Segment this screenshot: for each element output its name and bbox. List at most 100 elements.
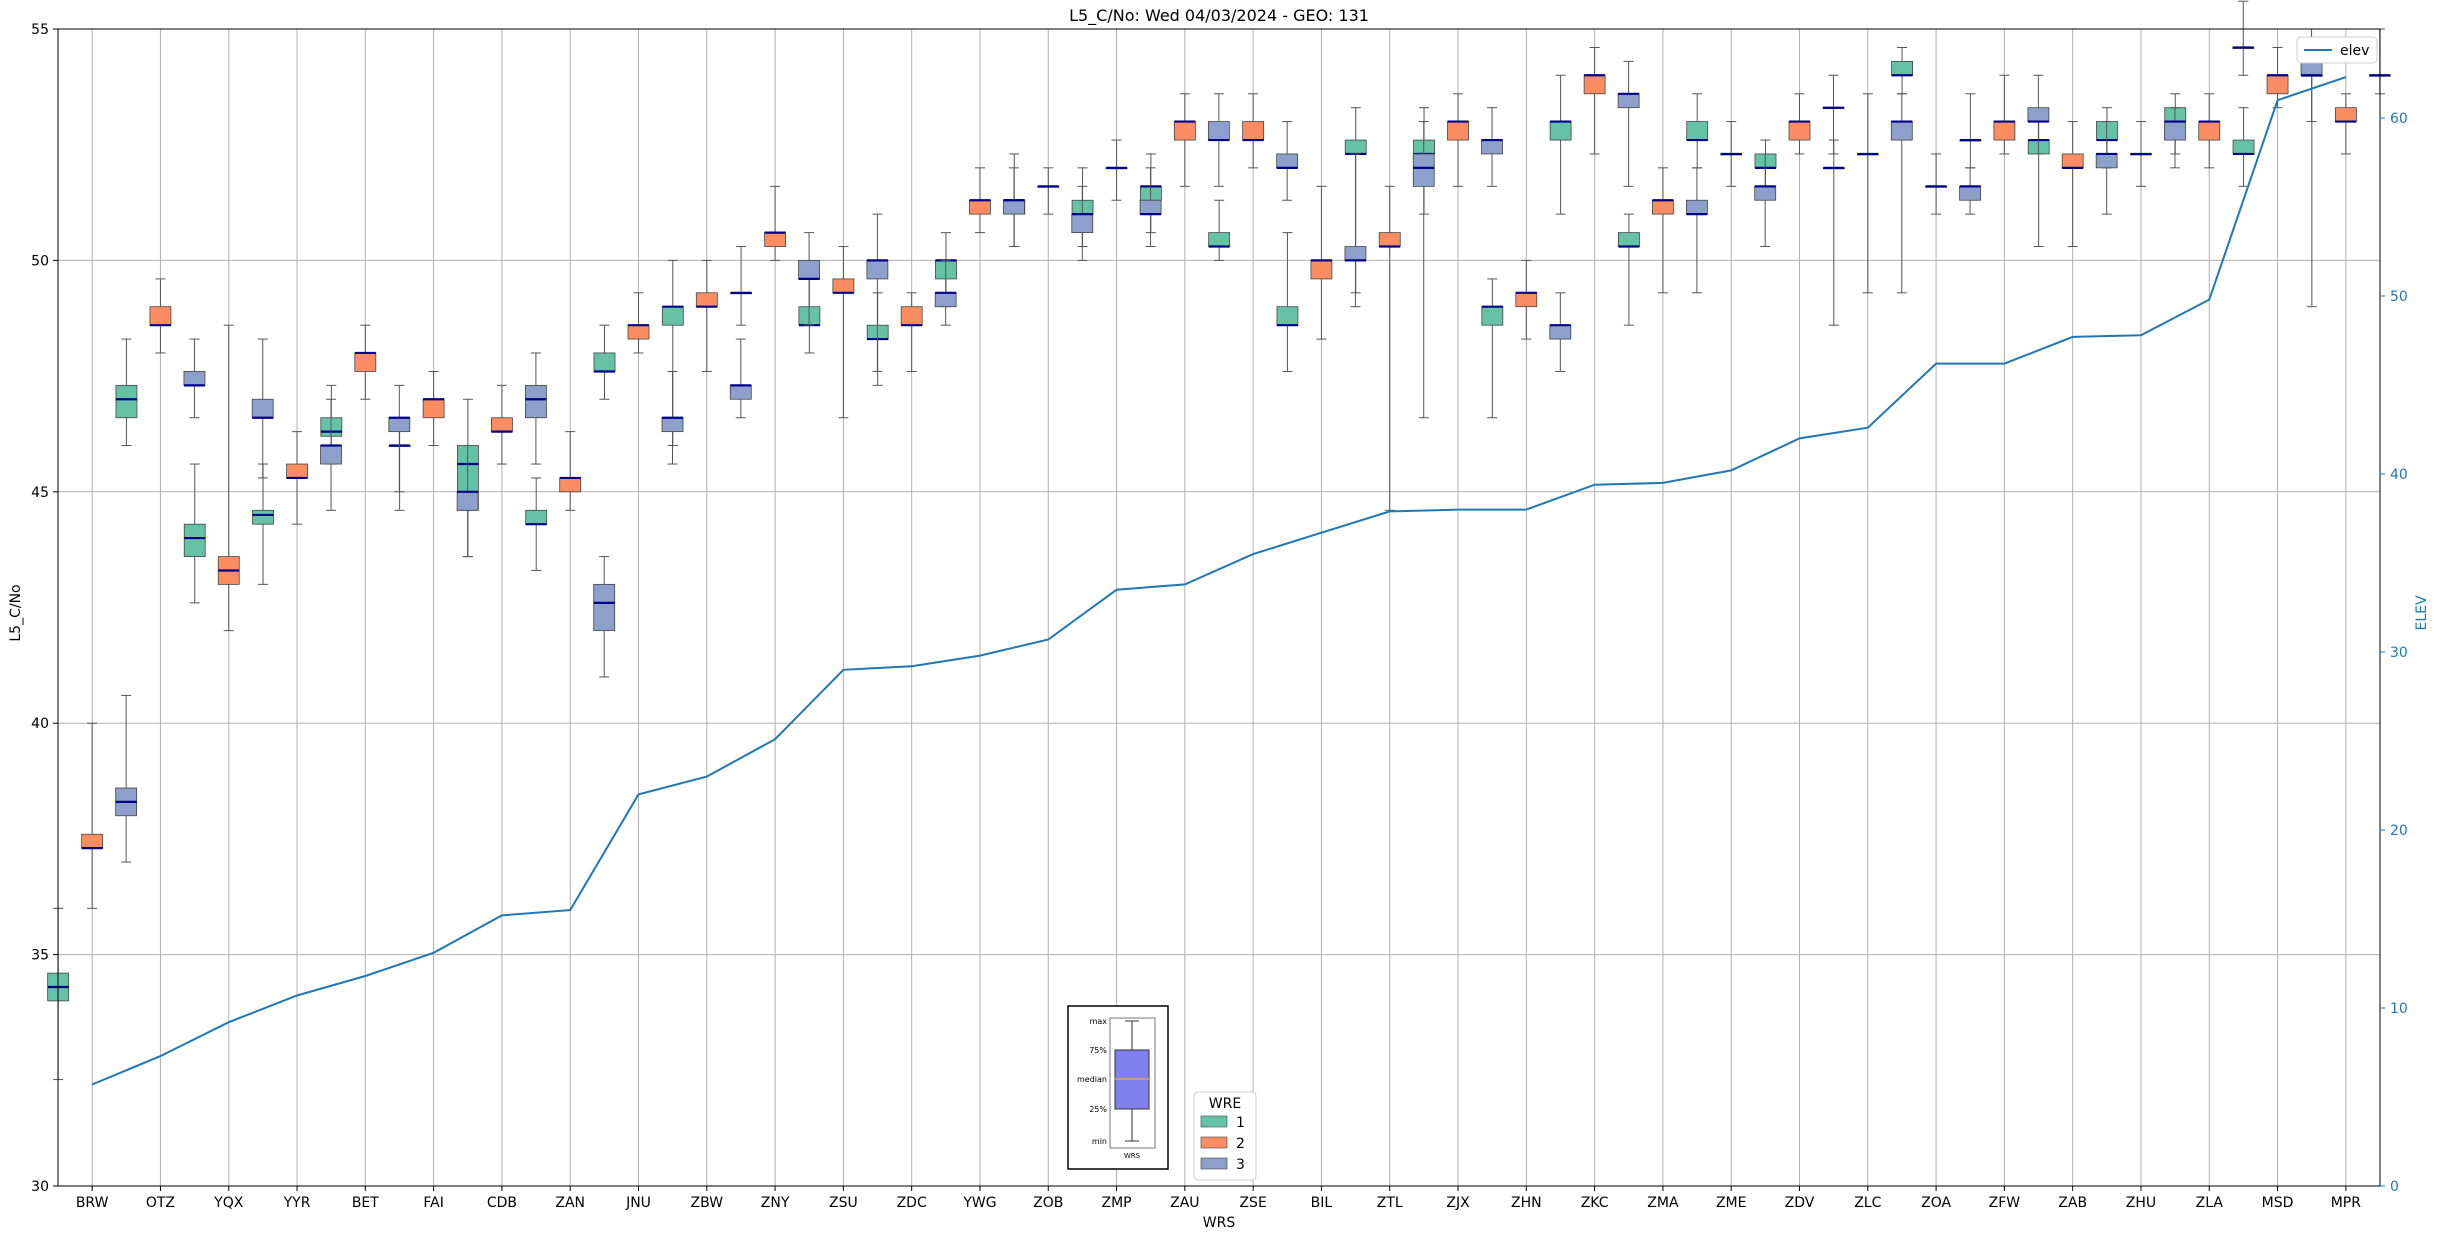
inset-label: min	[1092, 1137, 1107, 1146]
x-tick-label: ZDC	[897, 1195, 927, 1211]
x-tick-label: ZAN	[555, 1195, 585, 1211]
box-wre-2-zbw	[696, 260, 717, 371]
iqr-box	[1243, 122, 1264, 141]
x-tick-label: ZME	[1716, 1195, 1747, 1211]
box-wre-3-zmp	[1140, 168, 1161, 247]
iqr-box	[1482, 307, 1503, 326]
box-wre-1-zhn	[1482, 279, 1503, 418]
iqr-box	[833, 279, 854, 293]
box-wre-3-zma	[1686, 168, 1707, 293]
box-wre-2-otz	[150, 279, 171, 353]
y-tick-label: 35	[31, 948, 49, 964]
x-tick-label: YWG	[962, 1195, 996, 1211]
x-tick-label: YYR	[283, 1195, 311, 1211]
iqr-box	[1550, 325, 1571, 339]
iqr-box	[389, 418, 410, 432]
box-wre-3-zob	[1072, 186, 1093, 260]
iqr-box	[1960, 186, 1981, 200]
wre-legend-swatch	[1201, 1116, 1227, 1127]
elev-legend-label: elev	[2340, 43, 2369, 59]
inset-xlabel: WRS	[1124, 1152, 1141, 1160]
wre-legend-swatch	[1201, 1137, 1227, 1148]
iqr-box	[1379, 233, 1400, 247]
y2-axis-label: ELEV	[2414, 595, 2430, 630]
x-tick-label: ZHU	[2126, 1195, 2156, 1211]
iqr-box	[1892, 61, 1913, 75]
x-tick-label: ZMP	[1101, 1195, 1131, 1211]
y-axis-label: L5_C/No	[8, 584, 24, 641]
iqr-box	[2062, 154, 2083, 168]
wre-legend-label: 2	[1236, 1136, 1245, 1152]
x-tick-label: CDB	[487, 1195, 517, 1211]
x-tick-label: ZKC	[1581, 1195, 1609, 1211]
wre-legend-swatch	[1201, 1158, 1227, 1169]
iqr-box	[423, 399, 444, 418]
iqr-box	[1140, 200, 1161, 214]
iqr-box	[867, 260, 888, 279]
inset-label: max	[1090, 1017, 1108, 1026]
box-wre-2-mpr	[2335, 94, 2356, 154]
wre-legend-label: 1	[1236, 1115, 1245, 1131]
chart-title: L5_C/No: Wed 04/03/2024 - GEO: 131	[1069, 6, 1369, 26]
box-wre-2-zdc	[901, 293, 922, 372]
box-wre-2-zdv	[1789, 94, 1810, 154]
box-wre-2-ywg	[969, 168, 990, 233]
box-wre-3-zlc	[1891, 94, 1912, 293]
box-wre-2-zau	[1174, 94, 1195, 187]
box-wre-3-yqx	[252, 339, 273, 478]
box-wre-1-otz	[116, 339, 137, 445]
box-wre-1-zlc	[1823, 140, 1844, 325]
iqr-box	[1652, 200, 1673, 214]
y2-tick-label: 0	[2390, 1179, 2399, 1195]
box-wre-3-bet	[389, 385, 410, 491]
x-tick-label: ZFW	[1989, 1195, 2021, 1211]
box-wre-3-yyr	[321, 399, 342, 510]
iqr-box	[1345, 247, 1366, 261]
box-wre-2-zjx	[1448, 94, 1469, 187]
elev-legend: elev	[2297, 37, 2377, 63]
box-wre-3-bil	[1345, 154, 1366, 307]
box-wre-1-zme	[1687, 94, 1708, 168]
wre-legend-label: 3	[1236, 1157, 1245, 1173]
x-tick-label: ZSU	[829, 1195, 858, 1211]
iqr-box	[594, 584, 615, 630]
box-wre-2-zoa	[1926, 154, 1947, 214]
box-wre-3-jnu	[662, 371, 683, 464]
box-wre-1-zfw	[1960, 94, 1981, 168]
y2-tick-label: 50	[2390, 289, 2408, 305]
iqr-box	[253, 510, 274, 524]
x-tick-label: MPR	[2331, 1195, 2362, 1211]
box-wre-3-zau	[1208, 94, 1229, 187]
iqr-box	[355, 353, 376, 372]
y-tick-label: 45	[31, 485, 49, 501]
iqr-box	[2164, 122, 2185, 141]
x-tick-label: ZOB	[1033, 1195, 1063, 1211]
x-tick-label: ZAU	[1170, 1195, 1199, 1211]
iqr-box	[1516, 293, 1537, 307]
boxplot-key-inset: max 75% median 25% min WRS	[1068, 1006, 1168, 1169]
iqr-box	[662, 418, 683, 432]
box-wre-1-jnu	[594, 325, 615, 399]
box-wre-2-zny	[765, 186, 786, 260]
box-wre-3-ztl	[1413, 122, 1434, 418]
y-tick-label: 50	[31, 253, 49, 269]
inset-label: 75%	[1089, 1046, 1107, 1055]
iqr-box	[1277, 307, 1298, 326]
wre-legend: WRE 1 2 3	[1194, 1092, 1256, 1180]
box-wre-1-zoa	[1892, 48, 1913, 94]
iqr-box	[1686, 200, 1707, 214]
iqr-box	[491, 418, 512, 432]
box-wre-1-zma	[1618, 214, 1639, 325]
iqr-box	[560, 478, 581, 492]
y2-tick-label: 10	[2390, 1001, 2408, 1017]
iqr-box	[116, 385, 137, 417]
x-tick-label: ZNY	[761, 1195, 790, 1211]
iqr-box	[1789, 122, 1810, 141]
box-wre-1-zse	[1209, 200, 1230, 260]
x-tick-label: MSD	[2262, 1195, 2294, 1211]
box-wre-2-bil	[1311, 186, 1332, 339]
iqr-box	[2028, 108, 2049, 122]
box-wre-1-zkc	[1550, 75, 1571, 214]
iqr-box	[82, 834, 103, 848]
box-wre-3-brw	[116, 695, 137, 862]
